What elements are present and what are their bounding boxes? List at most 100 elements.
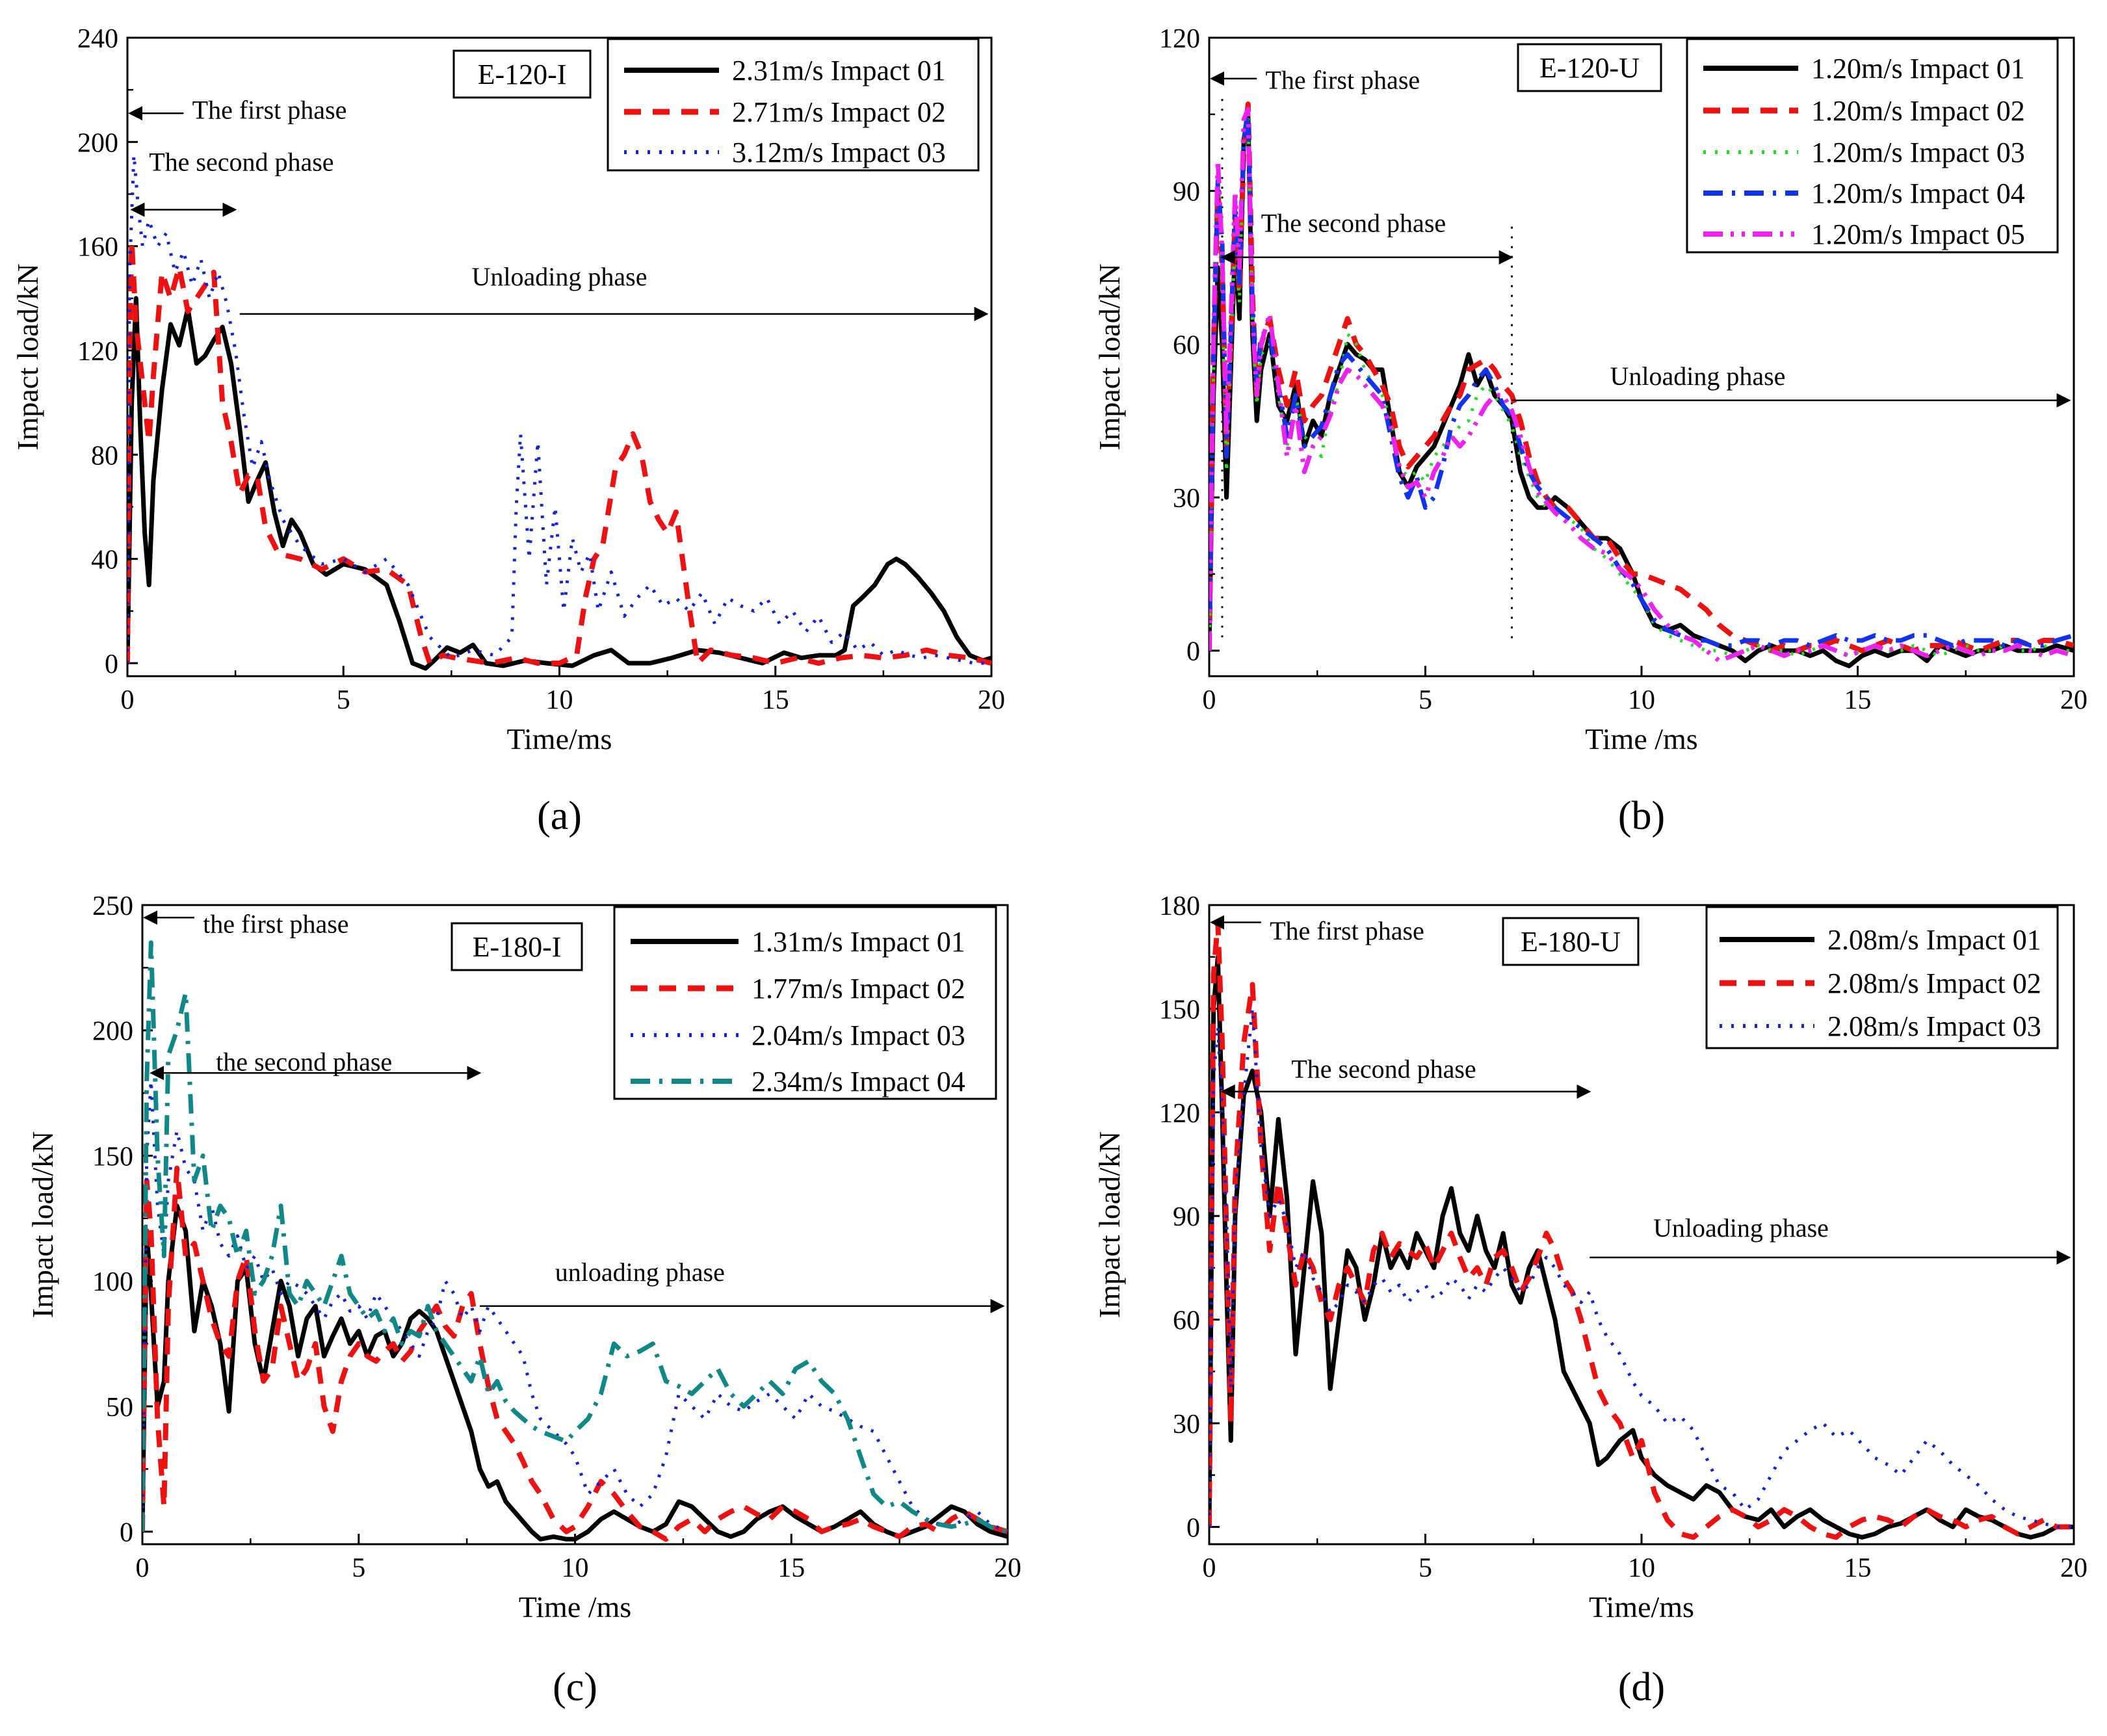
y-tick-label: 0 [1186,637,1200,667]
annotation-unloading-phase: Unloading phase [472,262,648,291]
y-tick-label: 180 [1159,891,1200,921]
x-tick-label: 0 [1203,685,1216,715]
x-axis-label: Time /ms [519,1590,631,1624]
y-tick-label: 0 [120,1518,133,1548]
y-axis-label: Impact load/kN [26,1131,59,1318]
series-line-1-31m-s-impact-01 [142,1203,1008,1542]
x-tick-label: 10 [546,685,573,715]
legend-label-1-20m-s-impact-02: 1.20m/s Impact 02 [1811,95,2025,127]
legend-label-1-20m-s-impact-01: 1.20m/s Impact 01 [1811,53,2025,85]
series-line-1-77m-s-impact-02 [142,1165,1008,1542]
legend-label-2-08m-s-impact-03: 2.08m/s Impact 03 [1827,1010,2041,1042]
y-axis-label: Impact load/kN [1093,263,1126,450]
x-axis-label: Time/ms [507,722,612,756]
legend-label-3-12m-s-impact-03: 3.12m/s Impact 03 [732,137,946,168]
x-tick-label: 20 [978,685,1005,715]
y-tick-label: 90 [1173,178,1200,207]
x-tick-label: 10 [1628,1553,1655,1583]
x-tick-label: 0 [136,1553,150,1583]
y-tick-label: 30 [1173,484,1200,514]
series-line-2-08m-s-impact-01 [1209,954,2074,1540]
annotation-unloading-phase: Unloading phase [1610,362,1785,391]
series-line-1-20m-s-impact-05 [1209,107,2074,663]
x-tick-label: 5 [337,685,350,715]
y-tick-label: 60 [1173,330,1200,360]
x-tick-label: 15 [778,1553,805,1583]
legend-label-2-08m-s-impact-01: 2.08m/s Impact 01 [1827,924,2041,956]
series-line-2-71m-s-impact-02 [127,238,991,666]
x-axis-label: Time /ms [1585,722,1697,756]
y-axis-label: Impact load/kN [1093,1131,1126,1318]
panel-label: (a) [537,794,582,838]
series-group [127,153,991,671]
x-axis-label: Time/ms [1589,1590,1694,1624]
panel-d: 0 5 10 15 20 0 30 60 90 120 150 180 Time/ms Impact lo… [1093,891,2087,1709]
series-line-1-20m-s-impact-01 [1209,112,2074,668]
series-line-2-08m-s-impact-03 [1209,1006,2074,1529]
y-tick-label: 0 [1186,1513,1200,1543]
legend-label-2-71m-s-impact-02: 2.71m/s Impact 02 [732,96,946,128]
series-line-3-12m-s-impact-03 [127,153,991,665]
specimen-label: E-180-I [473,931,562,963]
legend-label-2-08m-s-impact-02: 2.08m/s Impact 02 [1827,967,2041,999]
specimen-label: E-120-U [1539,52,1640,84]
panel-label: (d) [1618,1665,1665,1709]
x-tick-label: 0 [1203,1553,1216,1583]
series-line-1-20m-s-impact-02 [1209,101,2074,653]
y-tick-label: 30 [1173,1410,1200,1440]
legend-box [1686,38,2059,254]
panel-b: 0 5 10 15 20 0 30 60 90 120 Time /ms Impact load/kN… [1093,24,2087,838]
x-tick-label: 20 [2060,1553,2087,1583]
series-group [1209,101,2074,668]
annotation-the-first-phase: The first phase [1270,916,1424,945]
y-tick-label: 120 [77,337,118,367]
y-tick-label: 150 [92,1142,133,1172]
annotation-the-first-phase: The first phase [192,95,347,124]
legend-label-2-34m-s-impact-04: 2.34m/s Impact 04 [752,1066,965,1098]
y-tick-label: 40 [91,546,118,575]
y-tick-label: 250 [92,891,133,921]
legend-box [1705,906,2059,1049]
y-tick-label: 50 [106,1393,133,1423]
panel-label: (b) [1618,794,1665,838]
y-axis-label: Impact load/kN [11,263,44,450]
y-tick-label: 150 [1159,995,1200,1025]
legend-label-1-20m-s-impact-04: 1.20m/s Impact 04 [1811,178,2025,209]
legend-label-2-04m-s-impact-03: 2.04m/s Impact 03 [752,1019,965,1051]
specimen-box [451,922,583,971]
x-tick-label: 5 [1419,1553,1432,1583]
y-tick-label: 200 [77,128,118,158]
x-tick-label: 10 [562,1553,589,1583]
x-tick-label: 15 [762,685,789,715]
y-tick-label: 120 [1159,24,1200,54]
legend-box [607,38,980,172]
series-line-2-08m-s-impact-02 [1209,919,2074,1540]
series-group [1209,919,2074,1540]
y-tick-label: 90 [1173,1202,1200,1232]
specimen-box [452,49,592,99]
legend-label-1-20m-s-impact-03: 1.20m/s Impact 03 [1811,137,2025,168]
legend-label-1-31m-s-impact-01: 1.31m/s Impact 01 [752,926,965,958]
x-tick-label: 0 [121,685,135,715]
annotation-unloading-phase: unloading phase [555,1257,725,1287]
annotation-the-second-phase: The second phase [149,147,334,176]
annotation-the-second-phase: The second phase [1261,209,1446,238]
specimen-label: E-120-I [478,59,567,90]
legend-label-1-20m-s-impact-05: 1.20m/s Impact 05 [1811,218,2025,250]
annotation-the-second-phase: the second phase [216,1047,392,1076]
specimen-box [1502,917,1640,966]
y-tick-label: 200 [92,1017,133,1047]
x-tick-label: 15 [1844,1553,1872,1583]
x-tick-label: 15 [1844,685,1872,715]
series-group [142,940,1008,1542]
annotation-the-first-phase: the first phase [203,909,348,938]
series-line-2-34m-s-impact-04 [142,940,1008,1534]
y-tick-label: 120 [1159,1099,1200,1129]
y-tick-label: 160 [77,233,118,263]
specimen-box [1517,43,1662,92]
annotation-unloading-phase: Unloading phase [1653,1213,1829,1243]
x-tick-label: 10 [1628,685,1655,715]
annotation-the-second-phase: The second phase [1291,1055,1476,1084]
